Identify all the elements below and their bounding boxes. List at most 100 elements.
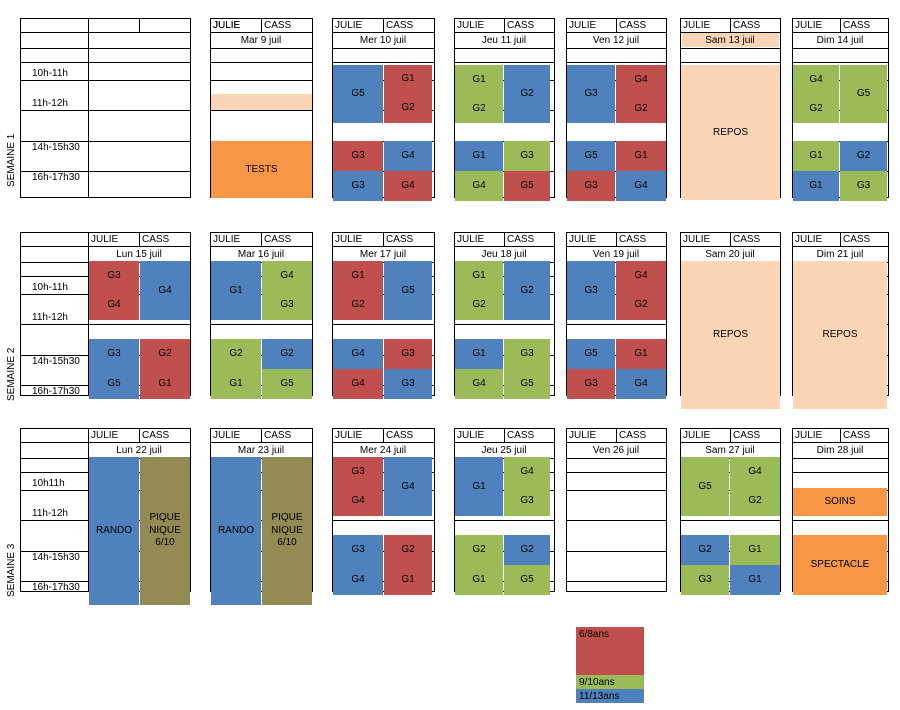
grid-line [792, 520, 889, 521]
day-header: Jeu 11 juil [481, 35, 527, 46]
grid-line [454, 324, 555, 325]
grid-line [332, 324, 435, 325]
grid-line [210, 395, 313, 396]
grid-line [566, 246, 667, 247]
julie-label: JULIE [795, 234, 823, 245]
grid-line [332, 232, 435, 233]
grid-line [566, 581, 667, 582]
grid-line [454, 428, 555, 429]
grid-line [20, 551, 88, 552]
grid-line [88, 294, 191, 295]
grid-line [20, 581, 88, 582]
cass-label: CASS [507, 234, 535, 245]
activity-block: G5 [681, 457, 729, 516]
pique-nique-block: PIQUE NIQUE 6/10 [262, 457, 312, 605]
grid-line [383, 232, 384, 246]
grid-line [454, 62, 555, 63]
highlight-cell [211, 94, 312, 110]
grid-line [20, 171, 88, 172]
grid-line [88, 591, 191, 592]
activity-block: G3 [504, 486, 550, 516]
grid-line [261, 428, 262, 442]
activity-block: G2 [504, 535, 550, 565]
cass-label: CASS [619, 234, 647, 245]
grid-line [566, 490, 667, 491]
activity-block: G4 [455, 171, 503, 201]
grid-line [88, 385, 191, 386]
activity-block: G5 [89, 369, 139, 399]
day-header: Mer 24 juil [359, 445, 407, 456]
day-header: Sam 20 juil [705, 249, 755, 260]
grid-line [332, 262, 435, 263]
grid-line [88, 428, 191, 429]
grid-line [332, 110, 435, 111]
grid-line [792, 48, 889, 49]
grid-line [888, 428, 889, 592]
time-label: 14h-15h30 [32, 142, 80, 153]
grid-line [88, 428, 89, 592]
grid-line [88, 232, 191, 233]
grid-line [566, 520, 667, 521]
grid-line [680, 246, 781, 247]
cass-label: CASS [733, 430, 761, 441]
activity-block: G2 [616, 290, 666, 320]
grid-line [210, 32, 313, 33]
time-label: 11h-12h [32, 312, 68, 323]
activity-block: G3 [681, 565, 729, 595]
grid-line [792, 458, 889, 459]
grid-line [20, 18, 88, 19]
grid-line [454, 428, 455, 592]
day-header: Dim 14 juil [816, 35, 864, 46]
cass-label: CASS [142, 234, 170, 245]
grid-line [210, 232, 211, 396]
cass-label: CASS [386, 20, 414, 31]
grid-line [454, 232, 555, 233]
grid-line [88, 262, 191, 263]
grid-line [792, 472, 889, 473]
julie-label: JULIE [683, 430, 711, 441]
grid-line [139, 428, 140, 442]
julie-label: JULIE [457, 20, 485, 31]
legend-item: 6/8ans [576, 627, 644, 675]
activity-block: G3 [333, 535, 383, 565]
julie-label: JULIE [795, 20, 823, 31]
legend-label: 11/13ans [579, 691, 620, 702]
grid-line [332, 48, 435, 49]
activity-block: G5 [504, 369, 550, 399]
cass-label: CASS [264, 430, 292, 441]
grid-line [792, 62, 889, 63]
grid-line [139, 18, 140, 32]
grid-line [88, 276, 191, 277]
activity-block: G4 [616, 171, 666, 201]
day-header: Dim 28 juil [816, 445, 864, 456]
grid-line [190, 232, 191, 396]
grid-line [792, 428, 793, 592]
grid-line [566, 18, 667, 19]
grid-line [332, 591, 435, 592]
grid-line [88, 472, 191, 473]
grid-line [888, 18, 889, 198]
activity-block: G2 [504, 261, 550, 320]
grid-line [504, 18, 505, 32]
grid-line [312, 232, 313, 396]
activity-block: G2 [504, 65, 550, 123]
grid-line [88, 18, 191, 19]
activity-block: G2 [616, 94, 666, 123]
grid-line [680, 18, 681, 198]
activity-block: G1 [730, 535, 780, 565]
grid-line [332, 141, 435, 142]
grid-line [210, 62, 313, 63]
grid-line [332, 246, 435, 247]
activity-block: G4 [333, 339, 383, 369]
grid-line [210, 591, 313, 592]
grid-line [332, 395, 435, 396]
day-highlight [682, 33, 779, 47]
grid-line [434, 18, 435, 198]
cass-label: CASS [843, 20, 871, 31]
activity-block: G3 [840, 171, 887, 201]
grid-line [616, 232, 617, 246]
julie-label: JULIE [213, 430, 241, 441]
activity-block: G3 [384, 369, 432, 399]
grid-line [210, 551, 313, 552]
